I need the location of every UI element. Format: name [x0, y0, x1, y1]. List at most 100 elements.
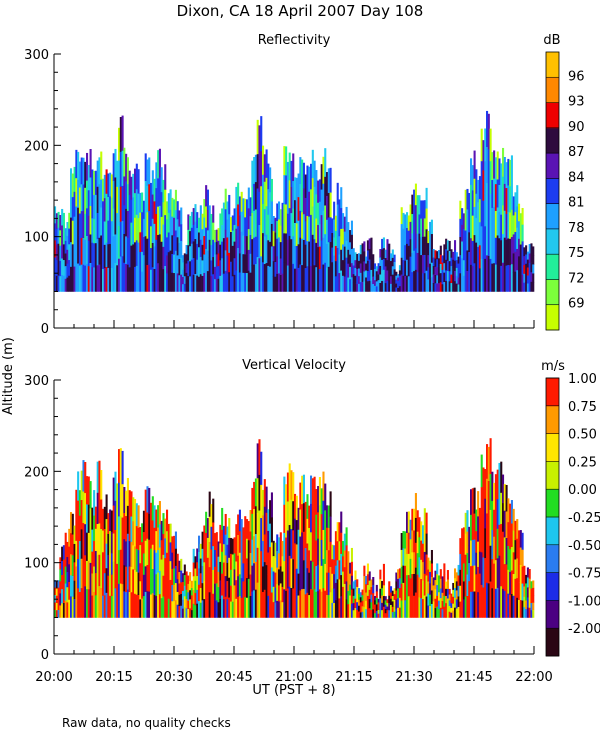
- data-cell: [304, 525, 307, 549]
- data-cell: [404, 548, 407, 567]
- data-cell: [496, 151, 499, 180]
- data-cell: [482, 261, 485, 292]
- data-cell: [125, 592, 128, 618]
- data-cell: [94, 170, 97, 196]
- data-cell: [123, 591, 126, 618]
- data-cell: [206, 189, 209, 211]
- data-cell: [166, 574, 169, 597]
- data-cell: [457, 277, 460, 285]
- data-cell: [182, 599, 185, 609]
- data-cell: [290, 588, 293, 618]
- data-cell: [253, 157, 256, 185]
- data-cell: [397, 607, 400, 618]
- data-cell: [231, 585, 234, 603]
- colorbar-tick-label: 84: [568, 170, 585, 185]
- data-cell: [443, 282, 446, 292]
- data-cell: [450, 612, 453, 618]
- data-cell: [155, 531, 158, 554]
- data-cell: [190, 211, 193, 229]
- data-cell: [374, 613, 377, 618]
- data-cell: [180, 594, 183, 607]
- data-cell: [404, 600, 407, 618]
- data-cell: [274, 276, 277, 292]
- data-cell: [310, 214, 313, 241]
- data-cell: [525, 574, 528, 584]
- data-cell: [425, 270, 428, 292]
- data-cell: [235, 524, 238, 544]
- data-cell: [443, 244, 446, 255]
- data-cell: [86, 560, 89, 590]
- data-cell: [125, 236, 128, 265]
- data-cell: [391, 590, 394, 597]
- data-cell: [272, 586, 275, 603]
- data-cell: [290, 558, 293, 589]
- data-cell: [110, 553, 113, 575]
- data-cell: [57, 275, 60, 292]
- data-cell: [532, 264, 535, 274]
- data-cell: [183, 606, 186, 618]
- data-cell: [494, 502, 497, 532]
- data-cell: [356, 579, 359, 588]
- data-cell: [135, 503, 138, 527]
- data-cell: [219, 260, 222, 277]
- data-cell: [62, 244, 65, 261]
- data-cell: [75, 591, 78, 618]
- data-cell: [342, 275, 345, 292]
- y-axis-label: Altitude (m): [1, 337, 16, 415]
- data-cell: [102, 530, 105, 553]
- data-cell: [514, 212, 517, 233]
- data-cell: [189, 246, 192, 262]
- data-cell: [422, 255, 425, 274]
- data-cell: [242, 527, 245, 546]
- data-cell: [180, 605, 183, 618]
- data-cell: [379, 579, 382, 590]
- reflectivity-panel-title: Reflectivity: [257, 33, 331, 48]
- data-cell: [327, 505, 330, 529]
- data-cell: [295, 544, 298, 570]
- data-cell: [528, 272, 531, 283]
- data-cell: [452, 267, 455, 276]
- data-cell: [347, 277, 350, 292]
- data-cell: [306, 215, 309, 242]
- data-cell: [436, 275, 439, 284]
- data-cell: [315, 540, 318, 567]
- data-cell: [151, 496, 154, 521]
- data-cell: [68, 582, 71, 601]
- data-cell: [54, 587, 57, 596]
- data-cell: [400, 257, 403, 275]
- data-cell: [164, 577, 167, 598]
- data-cell: [363, 576, 366, 587]
- data-cell: [260, 584, 263, 618]
- data-cell: [105, 267, 108, 292]
- data-cell: [283, 175, 286, 205]
- data-cell: [219, 524, 222, 544]
- data-cell: [315, 489, 318, 516]
- data-cell: [135, 265, 138, 292]
- data-cell: [377, 598, 380, 603]
- data-cell: [398, 578, 401, 589]
- data-cell: [311, 561, 314, 590]
- data-cell: [281, 220, 284, 239]
- data-cell: [150, 269, 153, 292]
- data-cell: [363, 565, 366, 577]
- data-cell: [320, 539, 323, 567]
- data-cell: [528, 598, 531, 609]
- data-cell: [171, 216, 174, 236]
- data-cell: [486, 147, 489, 184]
- data-cell: [299, 183, 302, 212]
- data-cell: [144, 489, 147, 516]
- data-cell: [155, 595, 158, 618]
- data-cell: [194, 256, 197, 275]
- data-cell: [379, 569, 382, 580]
- data-cell: [425, 533, 428, 555]
- data-cell: [91, 193, 94, 219]
- data-cell: [343, 216, 346, 232]
- data-cell: [375, 610, 378, 618]
- data-cell: [114, 559, 117, 589]
- data-cell: [100, 587, 103, 618]
- colorbar-tick-label: -0.25: [568, 511, 600, 526]
- data-cell: [251, 160, 254, 188]
- data-cell: [87, 532, 90, 562]
- data-cell: [54, 274, 57, 292]
- data-cell: [112, 505, 115, 534]
